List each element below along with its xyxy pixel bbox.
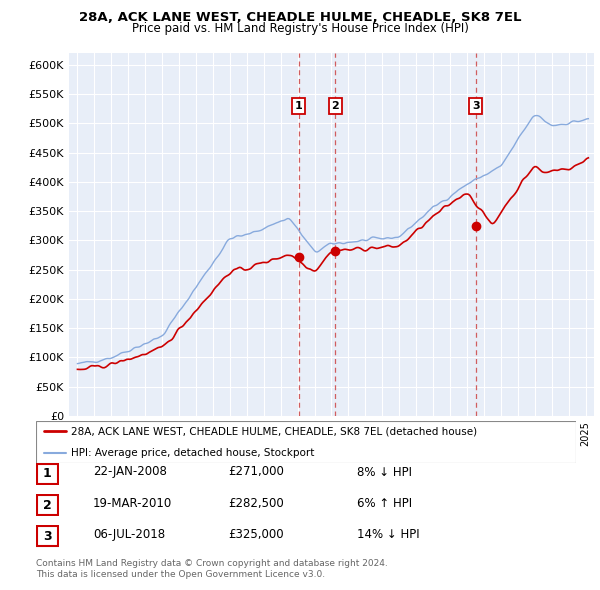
Text: 22-JAN-2008: 22-JAN-2008	[93, 466, 167, 478]
Text: £271,000: £271,000	[228, 466, 284, 478]
Text: HPI: Average price, detached house, Stockport: HPI: Average price, detached house, Stoc…	[71, 448, 314, 457]
Text: 14% ↓ HPI: 14% ↓ HPI	[357, 528, 419, 541]
Text: 2: 2	[331, 101, 339, 111]
Text: This data is licensed under the Open Government Licence v3.0.: This data is licensed under the Open Gov…	[36, 571, 325, 579]
Text: 3: 3	[472, 101, 479, 111]
Text: £325,000: £325,000	[228, 528, 284, 541]
Text: 3: 3	[43, 530, 52, 543]
Text: 1: 1	[43, 467, 52, 480]
Text: Price paid vs. HM Land Registry's House Price Index (HPI): Price paid vs. HM Land Registry's House …	[131, 22, 469, 35]
Text: 28A, ACK LANE WEST, CHEADLE HULME, CHEADLE, SK8 7EL: 28A, ACK LANE WEST, CHEADLE HULME, CHEAD…	[79, 11, 521, 24]
Text: 1: 1	[295, 101, 302, 111]
Text: 19-MAR-2010: 19-MAR-2010	[93, 497, 172, 510]
Text: 06-JUL-2018: 06-JUL-2018	[93, 528, 165, 541]
Text: 8% ↓ HPI: 8% ↓ HPI	[357, 466, 412, 478]
Text: Contains HM Land Registry data © Crown copyright and database right 2024.: Contains HM Land Registry data © Crown c…	[36, 559, 388, 568]
Text: £282,500: £282,500	[228, 497, 284, 510]
Text: 6% ↑ HPI: 6% ↑ HPI	[357, 497, 412, 510]
Text: 28A, ACK LANE WEST, CHEADLE HULME, CHEADLE, SK8 7EL (detached house): 28A, ACK LANE WEST, CHEADLE HULME, CHEAD…	[71, 427, 477, 436]
Text: 2: 2	[43, 499, 52, 512]
